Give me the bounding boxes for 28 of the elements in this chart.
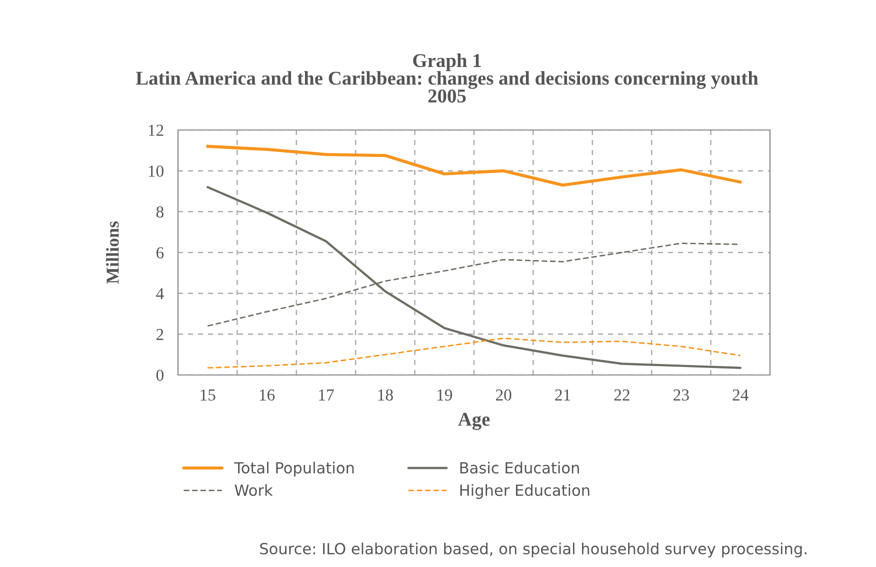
x-tick-label: 15 xyxy=(200,389,216,401)
y-tick-label: 4 xyxy=(156,288,164,300)
x-tick-label: 16 xyxy=(260,389,275,401)
legend-label: Work xyxy=(234,484,273,496)
x-tick-label: 18 xyxy=(378,389,393,401)
chart-title: Graph 1 Latin America and the Caribbean: changes and decisions concerning youth 2005 xyxy=(136,53,758,103)
x-tick-label: 21 xyxy=(555,389,570,400)
x-tick-label: 20 xyxy=(496,389,512,401)
source-note: Source: ILO elaboration based, on special household survey processing. xyxy=(260,542,806,558)
legend-label: Basic Education xyxy=(460,462,579,474)
y-tick-label: 6 xyxy=(156,247,164,258)
legend-label: Higher Education xyxy=(460,484,590,499)
x-tick-label: 22 xyxy=(614,389,630,400)
x-tick-label: 24 xyxy=(732,389,748,400)
y-tick-label: 8 xyxy=(156,206,164,218)
x-tick-label: 23 xyxy=(674,389,689,401)
y-tick-label: 12 xyxy=(148,124,164,136)
y-tick-label: 0 xyxy=(156,370,164,381)
legend-label: Total Population xyxy=(234,462,354,477)
x-axis-title: Age xyxy=(458,412,490,430)
y-axis-title: Millions xyxy=(106,221,119,284)
x-tick-label: 17 xyxy=(319,389,334,400)
line-series xyxy=(206,186,742,369)
x-tick-label: 19 xyxy=(438,389,452,401)
y-tick-label: 2 xyxy=(156,328,164,340)
y-tick-label: 10 xyxy=(148,166,164,177)
line-series xyxy=(206,338,742,369)
line-series xyxy=(206,144,742,187)
